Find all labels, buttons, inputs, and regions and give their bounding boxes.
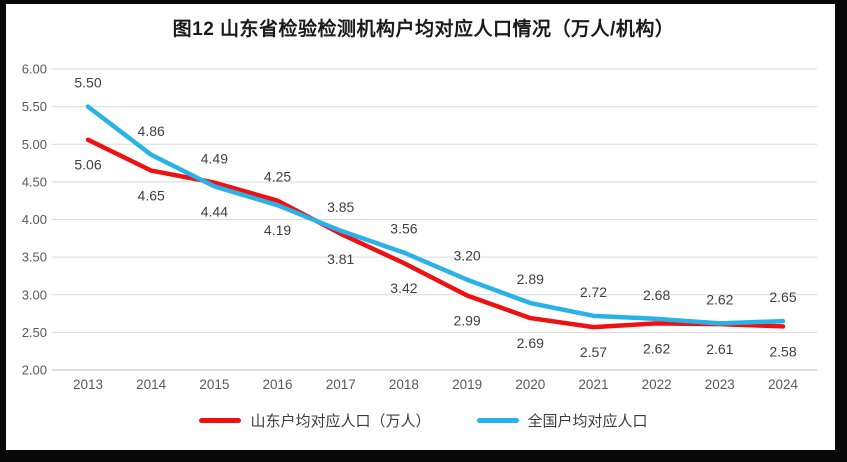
x-axis-tick-label: 2017 xyxy=(326,377,356,392)
x-axis-tick-label: 2014 xyxy=(136,377,167,392)
y-axis-tick-label: 2.50 xyxy=(22,325,47,340)
data-label-national-2019: 3.20 xyxy=(453,248,480,264)
chart-title: 图12 山东省检验检测机构户均对应人口情况（万人/机构） xyxy=(172,19,675,40)
data-label-national-2015: 4.44 xyxy=(201,203,228,219)
legend-swatch-shandong-line xyxy=(199,418,242,423)
y-axis-tick-label: 4.00 xyxy=(22,212,47,227)
data-label-shandong-2018: 3.42 xyxy=(390,280,417,296)
data-label-shandong-2014: 4.65 xyxy=(138,188,165,204)
data-label-shandong-2019: 2.99 xyxy=(453,313,480,329)
data-label-national-2021: 2.72 xyxy=(580,284,607,300)
chart-legend: 山东户均对应人口（万人） 全国户均对应人口 xyxy=(0,410,847,431)
data-label-shandong-2017: 3.81 xyxy=(327,251,354,267)
data-label-shandong-2016: 4.25 xyxy=(264,169,291,185)
data-label-shandong-2015: 4.49 xyxy=(201,151,228,167)
data-label-shandong-2013: 5.06 xyxy=(74,157,101,173)
data-label-national-2022: 2.68 xyxy=(643,287,670,303)
series-line-shandong xyxy=(85,137,786,330)
chart-canvas xyxy=(6,4,835,450)
data-label-national-2014: 4.86 xyxy=(138,123,165,139)
data-label-shandong-2023: 2.61 xyxy=(706,341,733,357)
x-axis-tick-label: 2019 xyxy=(452,377,482,392)
x-axis-tick-label: 2015 xyxy=(199,377,229,392)
data-label-shandong-2021: 2.57 xyxy=(580,344,607,360)
data-label-national-2013: 5.50 xyxy=(74,75,101,91)
y-axis-tick-label: 3.00 xyxy=(22,287,47,302)
data-label-national-2018: 3.56 xyxy=(390,221,417,237)
y-axis-tick-label: 5.00 xyxy=(22,137,47,152)
x-axis-tick-label: 2024 xyxy=(768,377,799,392)
y-axis-tick-label: 3.50 xyxy=(22,250,47,265)
legend-item-national[interactable]: 全国户均对应人口 xyxy=(476,410,648,431)
x-axis-tick-label: 2021 xyxy=(578,377,608,392)
data-label-national-2016: 4.19 xyxy=(264,222,291,238)
y-axis-tick-label: 2.00 xyxy=(22,363,47,378)
x-axis-tick-label: 2016 xyxy=(263,377,293,392)
data-label-shandong-2020: 2.69 xyxy=(517,335,544,351)
x-axis-tick-label: 2023 xyxy=(705,377,735,392)
y-axis-tick-label: 5.50 xyxy=(22,99,47,114)
data-label-national-2024: 2.65 xyxy=(769,289,796,305)
data-label-shandong-2022: 2.62 xyxy=(643,340,670,356)
x-axis-tick-label: 2018 xyxy=(389,377,419,392)
x-axis-tick-label: 2020 xyxy=(515,377,545,392)
y-axis-tick-label: 6.00 xyxy=(22,62,47,77)
data-label-national-2017: 3.85 xyxy=(327,199,354,215)
data-label-national-2020: 2.89 xyxy=(517,271,544,287)
data-label-shandong-2024: 2.58 xyxy=(769,343,796,359)
legend-label-national: 全国户均对应人口 xyxy=(527,413,648,430)
series-line-national xyxy=(85,104,786,326)
x-axis-tick-label: 2022 xyxy=(642,377,672,392)
legend-item-shandong[interactable]: 山东户均对应人口（万人） xyxy=(199,410,431,431)
legend-label-shandong: 山东户均对应人口（万人） xyxy=(250,413,431,430)
data-label-national-2023: 2.62 xyxy=(706,291,733,307)
legend-swatch-national-line xyxy=(476,418,519,423)
y-axis-tick-label: 4.50 xyxy=(22,174,47,189)
x-axis-tick-label: 2013 xyxy=(73,377,103,392)
